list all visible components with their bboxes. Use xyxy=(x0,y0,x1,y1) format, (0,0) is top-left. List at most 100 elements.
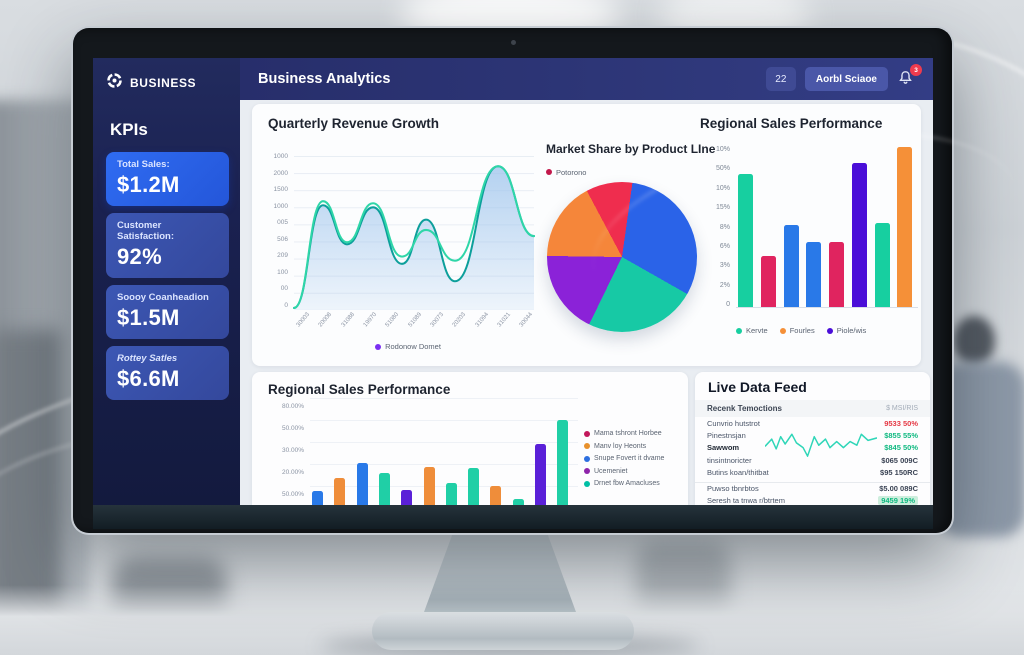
chart-legend: Kervte Fourles Piole/wis xyxy=(736,326,878,335)
sidebar: BUSINESS KPIs Total Sales: $1.2M Customer … xyxy=(93,58,240,505)
feed-row-value: $855 55% xyxy=(884,431,918,441)
notifications-button[interactable]: 3 xyxy=(897,64,922,90)
axis-tick: 31094 xyxy=(474,311,490,329)
legend-item: Ucemeniet xyxy=(584,468,664,475)
feed-row-value: $95 150RC xyxy=(880,468,918,478)
legend-item: Potorono xyxy=(546,168,586,177)
bar-plot-area xyxy=(736,147,918,308)
chart-title: Market Share by Product LIne xyxy=(546,142,716,156)
legend-label: Mama tshront Horbee xyxy=(594,430,662,437)
line-area xyxy=(294,166,534,310)
feed-row-value: 9533 50% xyxy=(884,418,918,428)
axis-tick: 30073 xyxy=(429,311,446,329)
kpi-label: Total Sales: xyxy=(117,159,170,170)
legend-label: Snupe Fovert it dvame xyxy=(594,455,665,462)
business-logo-icon xyxy=(106,72,123,94)
kpi-heading: KPIs xyxy=(110,120,148,139)
brand-name: BUSINESS xyxy=(130,76,197,90)
chart-title: Regional Sales Performance xyxy=(268,382,451,397)
background-chair xyxy=(112,558,227,655)
axis-tick: 2000 xyxy=(273,169,288,177)
axis-tick: 30003 xyxy=(295,311,312,329)
axis-tick: 20.00% xyxy=(281,468,304,476)
topbar-actions: 22 Aorbl Sciaoe 3 xyxy=(765,64,922,91)
legend-dot xyxy=(584,430,590,437)
kpi-value: $6.6M xyxy=(117,366,180,391)
bar xyxy=(512,499,524,505)
chart-title: Quarterly Revenue Growth xyxy=(268,116,440,131)
bar xyxy=(897,147,913,307)
main-content: Business Analytics 22 Aorbl Sciaoe 3 xyxy=(240,58,933,505)
legend-label: Piole/wis xyxy=(836,326,867,335)
x-axis: 30003 20008 31088 19970 51080 51089 30073 20203… xyxy=(294,312,535,329)
bar xyxy=(806,242,822,307)
feed-row-label: Butins koan/thitbat xyxy=(707,468,769,478)
axis-tick: 1000 xyxy=(273,153,288,160)
bar xyxy=(468,468,480,505)
axis-tick: 0 xyxy=(284,301,288,309)
chart-legend: Mama tshront Horbee Manv loy Heonts Snupe … xyxy=(584,430,664,487)
feed-row-6: Seresh ta tnwa r/btrtem 9459 19% xyxy=(695,494,930,505)
kpi-card-0: Total Sales: $1.2M xyxy=(106,152,229,206)
legend-item: Snupe Fovert it dvame xyxy=(584,455,664,462)
pie xyxy=(547,182,697,332)
legend-dot xyxy=(826,327,833,334)
feed-row-label: Sawwom xyxy=(707,443,740,453)
legend-dot xyxy=(584,443,590,449)
axis-tick: 50.00% xyxy=(281,490,304,498)
legend-item: Rodonow Domet xyxy=(375,342,441,351)
axis-tick: 2% xyxy=(719,281,730,289)
bar-plot-area xyxy=(310,398,578,505)
legend-label: Drnet fbw Amacluses xyxy=(594,480,660,487)
line-plot-area xyxy=(293,156,535,310)
bell-icon xyxy=(897,71,914,90)
feed-row-4: Butins koan/thitbat $95 150RC xyxy=(695,467,930,479)
feed-row-label: Cunvrio hutstrot xyxy=(707,418,760,428)
feed-row-value: 9459 19% xyxy=(878,496,918,505)
feed-table-header: Recenk Temoctions $ MSI/RIS xyxy=(695,400,930,417)
legend-dot xyxy=(375,343,382,350)
axis-tick: 10% xyxy=(715,146,730,153)
bar xyxy=(356,463,368,505)
legend-dot xyxy=(584,468,590,474)
legend-dot xyxy=(546,169,552,175)
legend-dot xyxy=(736,327,742,334)
y-axis: 10% 50% 10% 15% 8% 6% 3% 2% 0 xyxy=(700,146,730,308)
kpi-card-2: Soooy Coanheadion $1.5M xyxy=(106,285,229,339)
axis-tick: 1500 xyxy=(273,186,288,193)
bar xyxy=(378,473,390,505)
feed-header-value: $ MSI/RIS xyxy=(886,405,918,412)
date-badge-button[interactable]: 22 xyxy=(765,67,796,91)
feed-row-value: $5.00 089C xyxy=(879,484,918,494)
bar xyxy=(401,490,413,505)
feed-row-2: Sawwom $845 50% xyxy=(695,442,930,454)
axis-tick: 506 xyxy=(277,235,288,243)
legend-item: Fourles xyxy=(779,326,815,335)
bar xyxy=(760,256,776,307)
axis-tick: 31088 xyxy=(340,311,356,329)
chart-legend: Rodonow Domet xyxy=(294,342,534,351)
axis-tick: 30.00% xyxy=(281,446,304,454)
bar xyxy=(783,225,799,307)
webcam-icon xyxy=(510,40,516,45)
bar xyxy=(829,242,844,307)
bar xyxy=(445,483,457,505)
kpi-label: Soooy Coanheadion xyxy=(117,292,209,303)
legend-label: Potorono xyxy=(556,167,587,177)
legend-dot xyxy=(584,455,590,462)
axis-tick: 30044 xyxy=(519,311,535,329)
monitor: BUSINESS KPIs Total Sales: $1.2M Customer … xyxy=(73,28,952,533)
y-axis: 80.00% 50.00% 30.00% 20.00% 50.00% xyxy=(260,403,304,498)
axis-tick: 51089 xyxy=(407,311,423,329)
bar xyxy=(738,174,753,307)
feed-row-3: tinsintnoricter $065 009C xyxy=(695,454,930,466)
header-action-button[interactable]: Aorbl Sciaoe xyxy=(804,67,888,91)
feed-row-value: $065 009C xyxy=(881,455,918,465)
legend-dot xyxy=(779,327,786,334)
card-title: Live Data Feed xyxy=(708,379,807,395)
kpi-card-1: Customer Satisfaction: 92% xyxy=(106,213,229,278)
axis-tick: 50.00% xyxy=(281,424,304,432)
brand-logo[interactable]: BUSINESS xyxy=(106,72,229,94)
regional-sales-bar-chart: Regional Sales Performance 10% 50% 10% 15% 8… xyxy=(698,104,921,366)
